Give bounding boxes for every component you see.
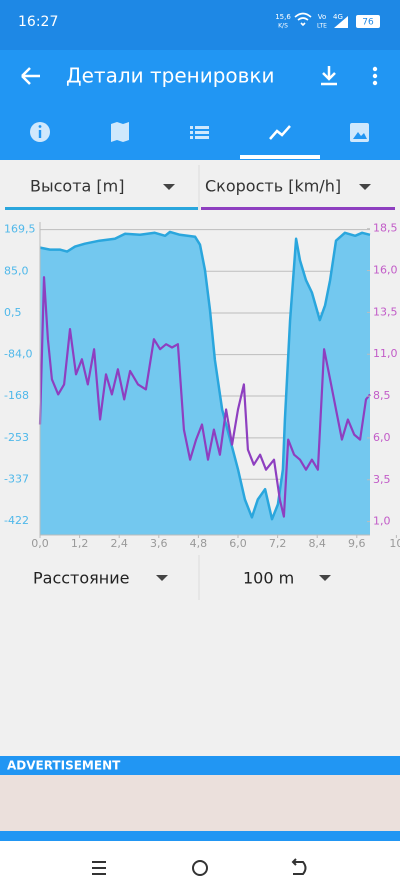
- y-tick-label: -84,0: [4, 348, 32, 361]
- tab-indicator: [240, 155, 320, 159]
- x-tick-label: 0,0: [31, 537, 49, 550]
- x-tick-label: 8,4: [308, 537, 326, 550]
- nav-bar: [0, 841, 400, 896]
- dropdown-arrow: [163, 184, 175, 190]
- chart: 169,5 85,0 0,5 -84,0 -168 -253 -337 -422 18,5 16,…: [4, 222, 400, 550]
- app-bar: [0, 50, 400, 160]
- ad-footer: [0, 831, 400, 841]
- y2-tick-label: 6,0: [373, 431, 391, 444]
- x-tick-label: 9,6: [348, 537, 366, 550]
- tab-map[interactable]: [111, 122, 129, 142]
- y-tick-label: -253: [4, 431, 29, 444]
- dropdown-arrow: [359, 184, 371, 190]
- x-tick-label: 1,2: [71, 537, 89, 550]
- tab-chart[interactable]: [269, 125, 291, 140]
- y-tick-label: 85,0: [4, 264, 29, 277]
- x-tick-label: 10: [389, 537, 400, 550]
- y2-tick-label: 8,5: [373, 389, 391, 402]
- x-tick-label: 4,8: [190, 537, 208, 550]
- interval-selector[interactable]: 100 m: [243, 569, 294, 588]
- tab-photo[interactable]: [350, 123, 369, 142]
- area-line: [39, 230, 371, 521]
- dropdown-arrow: [319, 575, 331, 581]
- screen-title: Детали тренировки: [66, 64, 275, 88]
- ad-header: [0, 756, 400, 775]
- battery-level: 76: [362, 18, 374, 28]
- wifi-icon: [294, 12, 312, 27]
- y2-tick-label: 18,5: [373, 222, 398, 235]
- status-bar: [0, 0, 400, 50]
- left-selector-underline: [5, 207, 198, 210]
- x-tick-label: 3,6: [150, 537, 168, 550]
- tab-list[interactable]: [190, 126, 209, 139]
- download-button[interactable]: [321, 66, 337, 86]
- nav-back[interactable]: [291, 858, 307, 875]
- ad-label: ADVERTISEMENT: [7, 759, 121, 773]
- status-speed-unit: K/S: [278, 23, 288, 30]
- y2-tick-label: 11,0: [373, 347, 398, 360]
- x-tick-label: 6,0: [229, 537, 247, 550]
- y-tick-label: -422: [4, 514, 29, 527]
- signal-icon: [334, 16, 348, 28]
- left-series-selector[interactable]: Высота [m]: [30, 177, 124, 196]
- right-series-selector[interactable]: Скорость [km/h]: [205, 177, 341, 196]
- tab-info[interactable]: [30, 122, 50, 142]
- right-selector-underline: [201, 207, 395, 210]
- more-button[interactable]: [372, 66, 378, 86]
- x-tick-label: 2,4: [110, 537, 128, 550]
- back-button[interactable]: [21, 67, 40, 85]
- status-volte: Vo: [318, 13, 327, 21]
- status-speed: 15,6: [275, 13, 291, 21]
- y2-tick-label: 13,5: [373, 305, 398, 318]
- y-tick-label: -168: [4, 389, 29, 402]
- ad-area[interactable]: [0, 775, 400, 831]
- y-tick-label: 169,5: [4, 223, 36, 236]
- x-axis-selector[interactable]: Расстояние: [33, 569, 129, 588]
- status-volte: LTE: [317, 23, 327, 30]
- status-time: 16:27: [18, 14, 58, 30]
- nav-menu[interactable]: [92, 861, 106, 875]
- status-network: 4G: [333, 13, 343, 21]
- nav-home[interactable]: [192, 860, 208, 876]
- line: [38, 276, 371, 518]
- battery-icon: [356, 15, 380, 28]
- y-tick-label: -337: [4, 472, 29, 485]
- y-tick-label: 0,5: [4, 306, 22, 319]
- x-tick-label: 7,2: [269, 537, 287, 550]
- y2-tick-label: 1,0: [373, 515, 391, 528]
- y2-tick-label: 3,5: [373, 473, 391, 486]
- dropdown-arrow: [156, 575, 168, 581]
- y2-tick-label: 16,0: [373, 264, 398, 277]
